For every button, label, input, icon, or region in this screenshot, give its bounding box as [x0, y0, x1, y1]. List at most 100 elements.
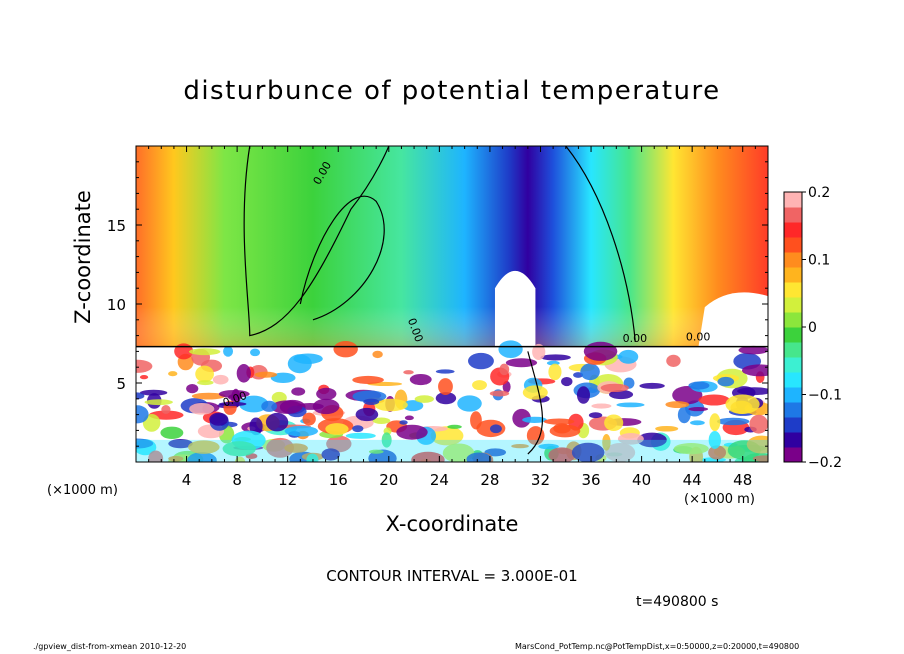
field-patch	[549, 424, 581, 438]
x-tick-label: 16	[329, 471, 348, 489]
x-tick-label: 20	[379, 471, 398, 489]
field-patch	[372, 417, 391, 424]
colorbar-swatch	[784, 222, 802, 238]
colorbar-swatch	[784, 237, 802, 253]
colorbar-swatch	[784, 357, 802, 373]
time-label: t=490800 s	[636, 594, 719, 610]
contour-line	[527, 351, 543, 455]
contour-label: 0.00	[623, 332, 648, 345]
contour-interval: CONTOUR INTERVAL = 3.000E-01	[326, 567, 578, 585]
field-patch	[352, 425, 364, 433]
field-patch	[321, 448, 340, 461]
field-patch	[191, 392, 226, 400]
colorbar-swatch	[784, 387, 802, 403]
heatmap-field: 0.000.000.000.00 0.00	[136, 146, 768, 462]
field-patch	[209, 412, 229, 426]
field-patch	[484, 448, 507, 457]
field-patch	[372, 350, 383, 359]
field-patch	[188, 440, 220, 454]
colorbar-swatch	[784, 312, 802, 328]
field-patch	[352, 375, 384, 384]
x-tick-label: 4	[182, 471, 192, 489]
colorbar-tick-label: 0.2	[808, 185, 830, 201]
x-tick-label: 8	[232, 471, 242, 489]
field-patch	[325, 423, 349, 435]
x-tick-label: 48	[733, 471, 752, 489]
field-patch	[195, 365, 214, 383]
field-patch	[197, 380, 214, 386]
field-patch	[381, 432, 392, 448]
x-tick-label: 12	[278, 471, 297, 489]
field-patch	[600, 383, 629, 393]
field-patch	[708, 431, 721, 449]
cold-core	[494, 270, 536, 347]
field-patch	[355, 407, 379, 422]
field-patch	[604, 443, 636, 462]
warm-core	[698, 292, 768, 347]
field-patch	[746, 435, 768, 454]
x-tick-label: 32	[531, 471, 550, 489]
field-patch	[306, 453, 319, 462]
field-patch	[466, 452, 492, 462]
field-patch	[218, 390, 250, 398]
field-patch	[302, 412, 316, 426]
field-patch	[249, 417, 263, 436]
field-patch	[738, 345, 768, 355]
field-patch	[136, 405, 149, 424]
field-patch	[688, 381, 710, 390]
field-patch	[136, 359, 153, 373]
contour-line	[243, 146, 390, 337]
field-patch	[228, 394, 242, 401]
field-patch	[270, 372, 296, 383]
footer-right: MarsCond_PotTemp.nc@PotTempDist,x=0:5000…	[515, 642, 800, 651]
field-patch	[548, 363, 562, 381]
field-patch	[236, 363, 251, 383]
field-patch	[602, 433, 611, 451]
field-patch	[403, 370, 414, 375]
x-tick-label: 24	[430, 471, 449, 489]
field-patch	[238, 395, 269, 413]
colorbar-swatch	[784, 372, 802, 388]
field-patch	[522, 416, 547, 423]
colorbar-swatch	[784, 432, 802, 448]
field-patch	[326, 435, 352, 453]
field-patch	[716, 417, 750, 426]
field-patch	[571, 442, 605, 462]
field-patch	[489, 424, 502, 434]
field-patch	[222, 441, 256, 457]
colorbar-swatch	[784, 207, 802, 223]
field-patch	[352, 390, 387, 403]
footer-left: ./gpview_dist-from-xmean 2010-12-20	[33, 642, 187, 651]
colorbar-swatch	[784, 297, 802, 313]
field-patch	[411, 451, 445, 462]
field-patch	[655, 425, 679, 432]
y-axis-label: Z-coordinate	[71, 190, 95, 324]
field-patch	[254, 371, 278, 378]
x-tick-label: 44	[683, 471, 702, 489]
field-patch	[468, 352, 494, 370]
y-tick-label: 5	[116, 375, 126, 393]
field-patch	[435, 392, 457, 405]
colorbar-swatch	[784, 402, 802, 418]
field-patch	[316, 387, 337, 401]
field-patch	[284, 443, 308, 453]
field-patch	[312, 398, 340, 415]
field-patch	[604, 414, 624, 432]
colorbar-tick-label: −0.2	[808, 455, 842, 471]
field-patch	[637, 432, 667, 448]
field-patch	[189, 402, 215, 415]
field-patch	[187, 452, 217, 462]
contour-line	[565, 146, 636, 342]
x-axis-label: X-coordinate	[385, 512, 519, 536]
field-patch	[265, 412, 289, 432]
field-patch	[548, 447, 576, 462]
contour-line	[299, 195, 385, 321]
field-patch	[708, 445, 727, 460]
x-tick-label: 28	[480, 471, 499, 489]
field-patch	[160, 426, 184, 440]
colorbar-swatch	[784, 282, 802, 298]
field-patch	[438, 378, 453, 395]
field-patch	[409, 373, 432, 386]
field-patch	[737, 387, 768, 396]
